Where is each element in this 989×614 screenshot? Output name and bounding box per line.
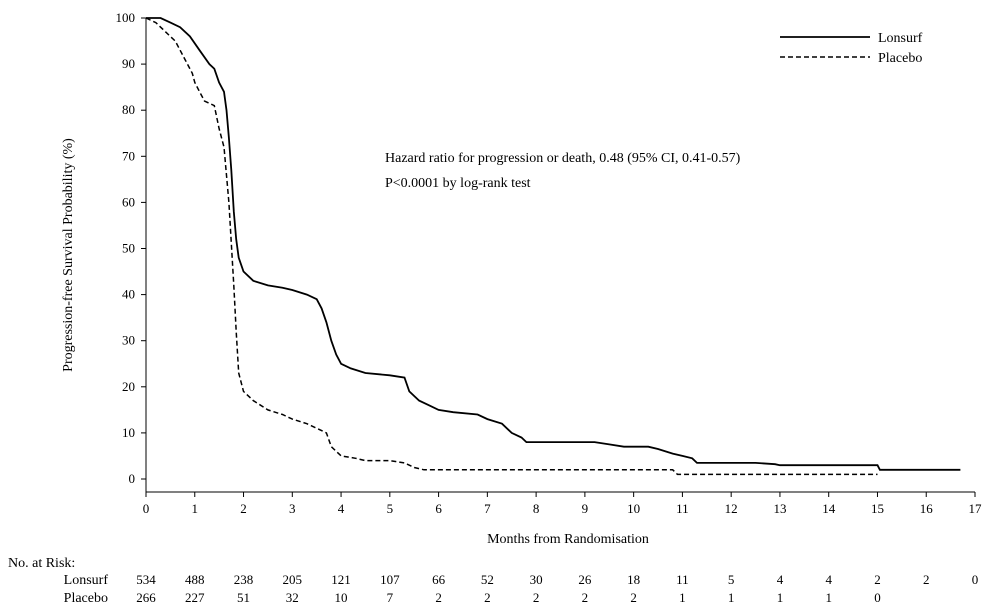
at-risk-cell-placebo: 227	[185, 590, 205, 605]
x-tick-label: 17	[969, 501, 983, 516]
at-risk-cell-placebo: 2	[630, 590, 637, 605]
y-axis-title: Progression-free Survival Probability (%…	[61, 138, 76, 372]
x-tick-label: 15	[871, 501, 884, 516]
at-risk-title: No. at Risk:	[8, 556, 75, 571]
x-tick-label: 5	[387, 501, 394, 516]
x-tick-label: 10	[627, 501, 640, 516]
y-tick-label: 90	[122, 56, 135, 71]
series-line-placebo	[145, 17, 878, 476]
y-tick-label: 60	[122, 194, 135, 209]
y-tick-label: 50	[122, 241, 135, 256]
x-axis-title: Months from Randomisation	[487, 532, 649, 547]
x-tick-label: 11	[676, 501, 689, 516]
at-risk-cell-lonsurf: 121	[331, 572, 351, 587]
at-risk-cell-placebo: 266	[136, 590, 156, 605]
at-risk-cell-placebo: 32	[286, 590, 299, 605]
at-risk-cell-placebo: 2	[582, 590, 589, 605]
at-risk-cell-lonsurf: 0	[972, 572, 979, 587]
at-risk-cell-lonsurf: 534	[136, 572, 156, 587]
at-risk-cell-lonsurf: 2	[874, 572, 881, 587]
y-tick-label: 70	[122, 148, 135, 163]
at-risk-cell-lonsurf: 205	[283, 572, 303, 587]
y-tick-label: 10	[122, 425, 135, 440]
x-tick-label: 2	[240, 501, 247, 516]
at-risk-cell-lonsurf: 488	[185, 572, 205, 587]
x-tick-label: 13	[773, 501, 786, 516]
at-risk-cell-lonsurf: 2	[923, 572, 930, 587]
y-tick-label: 100	[116, 10, 136, 25]
x-tick-label: 7	[484, 501, 491, 516]
at-risk-cell-placebo: 51	[237, 590, 250, 605]
x-tick-label: 14	[822, 501, 836, 516]
hazard-ratio-annotation: Hazard ratio for progression or death, 0…	[385, 151, 741, 166]
x-tick-label: 0	[143, 501, 150, 516]
x-tick-label: 4	[338, 501, 345, 516]
at-risk-cell-placebo: 0	[874, 590, 881, 605]
x-tick-label: 3	[289, 501, 296, 516]
at-risk-cell-placebo: 2	[435, 590, 442, 605]
at-risk-cell-lonsurf: 4	[777, 572, 784, 587]
x-tick-label: 16	[920, 501, 934, 516]
at-risk-label-lonsurf: Lonsurf	[64, 573, 109, 588]
at-risk-cell-lonsurf: 238	[234, 572, 254, 587]
at-risk-cell-lonsurf: 107	[380, 572, 400, 587]
at-risk-cell-placebo: 7	[387, 590, 394, 605]
at-risk-cell-placebo: 1	[825, 590, 832, 605]
x-ticks: 0 1 2 3 4 5 6 7 8 9 10 11 12 13 14 15 16 17	[143, 492, 982, 516]
at-risk-cell-placebo: 2	[533, 590, 540, 605]
at-risk-cell-placebo: 1	[679, 590, 686, 605]
y-tick-label: 0	[129, 471, 136, 486]
y-tick-label: 40	[122, 287, 135, 302]
at-risk-cell-placebo: 1	[777, 590, 784, 605]
at-risk-cell-lonsurf: 66	[432, 572, 446, 587]
y-tick-label: 30	[122, 333, 135, 348]
at-risk-cell-lonsurf: 4	[825, 572, 832, 587]
p-value-annotation: P<0.0001 by log-rank test	[385, 176, 531, 191]
at-risk-label-placebo: Placebo	[64, 591, 108, 606]
series-line-lonsurf	[146, 17, 961, 471]
at-risk-cell-placebo: 1	[728, 590, 735, 605]
legend: Lonsurf Placebo	[780, 31, 923, 66]
legend-label-lonsurf: Lonsurf	[878, 31, 923, 46]
at-risk-cell-lonsurf: 26	[578, 572, 592, 587]
y-tick-label: 20	[122, 379, 135, 394]
at-risk-cell-lonsurf: 30	[530, 572, 543, 587]
y-tick-label: 80	[122, 102, 135, 117]
x-tick-label: 9	[582, 501, 589, 516]
at-risk-cell-lonsurf: 18	[627, 572, 640, 587]
at-risk-cell-placebo: 10	[335, 590, 348, 605]
x-tick-label: 1	[192, 501, 199, 516]
at-risk-cell-lonsurf: 5	[728, 572, 735, 587]
legend-label-placebo: Placebo	[878, 51, 922, 66]
x-tick-label: 12	[725, 501, 738, 516]
y-ticks: 0 10 20 30 40 50 60 70 80 90 100	[116, 10, 146, 486]
at-risk-cell-lonsurf: 11	[676, 572, 689, 587]
x-tick-label: 6	[435, 501, 442, 516]
at-risk-cell-lonsurf: 52	[481, 572, 494, 587]
x-tick-label: 8	[533, 501, 540, 516]
at-risk-cell-placebo: 2	[484, 590, 491, 605]
